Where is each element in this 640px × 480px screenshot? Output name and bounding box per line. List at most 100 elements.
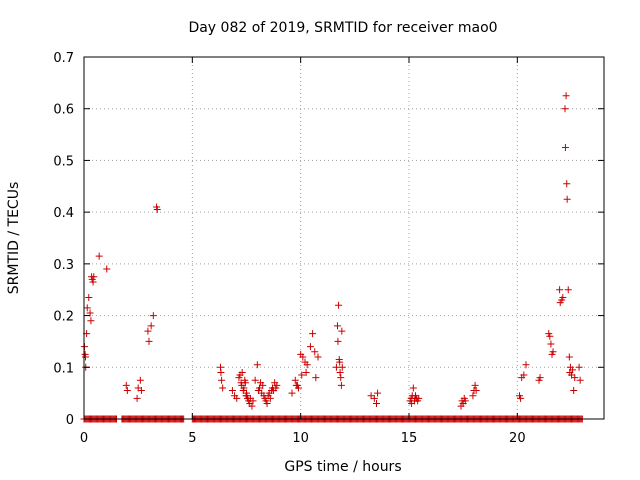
- y-tick-label: 0.7: [53, 51, 74, 66]
- data-point: [241, 379, 249, 387]
- data-point: [133, 394, 141, 402]
- data-point: [217, 368, 225, 376]
- data-point: [370, 394, 378, 402]
- data-point: [332, 363, 340, 371]
- data-point: [233, 394, 241, 402]
- data-point: [147, 322, 155, 330]
- data-point: [248, 402, 256, 410]
- data-point: [103, 265, 111, 273]
- data-point: [83, 304, 91, 312]
- data-point: [563, 180, 571, 188]
- data-point: [563, 195, 571, 203]
- axis-ticks: [83, 56, 604, 420]
- data-point: [303, 361, 311, 369]
- data-point: [522, 361, 530, 369]
- data-point: [218, 376, 226, 384]
- x-tick-label: 0: [80, 431, 88, 446]
- data-point: [145, 337, 153, 345]
- data-point: [309, 330, 317, 338]
- data-point: [82, 353, 90, 361]
- data-point: [299, 353, 307, 361]
- data-point: [259, 381, 267, 389]
- data-point: [251, 376, 259, 384]
- y-tick-label: 0.6: [53, 103, 74, 118]
- data-point: [253, 361, 261, 369]
- data-point: [570, 387, 578, 395]
- data-point: [144, 327, 152, 335]
- data-point: [89, 278, 97, 286]
- data-point: [153, 206, 161, 214]
- data-point: [86, 309, 94, 317]
- data-point: [374, 389, 382, 397]
- data-point: [298, 371, 306, 379]
- data-point: [338, 327, 346, 335]
- data-point: [266, 394, 274, 402]
- data-point: [471, 381, 479, 389]
- data-point: [334, 337, 342, 345]
- data-point: [469, 392, 477, 400]
- data-point: [240, 384, 248, 392]
- data-point: [415, 394, 423, 402]
- data-point: [562, 92, 570, 100]
- data-point: [559, 293, 567, 301]
- y-tick-label: 0.4: [53, 206, 74, 221]
- data-point: [547, 340, 555, 348]
- data-point: [249, 397, 257, 405]
- data-point: [238, 368, 246, 376]
- y-tick-label: 0.5: [53, 154, 74, 169]
- data-point: [575, 363, 583, 371]
- data-point: [561, 105, 569, 113]
- y-tick-label: 0: [66, 413, 74, 428]
- data-point: [334, 322, 341, 330]
- data-point: [263, 399, 271, 407]
- data-point: [409, 384, 417, 392]
- data-point: [536, 374, 544, 382]
- y-tick-label: 0.1: [53, 361, 74, 376]
- data-point: [137, 387, 145, 395]
- data-point: [549, 348, 557, 356]
- data-point: [288, 389, 296, 397]
- data-point: [520, 371, 528, 379]
- data-point: [337, 381, 345, 389]
- grid-lines: [84, 57, 604, 419]
- data-point: [122, 381, 130, 389]
- data-point: [561, 144, 569, 151]
- data-point: [461, 397, 469, 405]
- data-point: [569, 366, 577, 374]
- y-axis-label: SRMTID / TECUs: [6, 182, 22, 295]
- data-point: [90, 273, 98, 281]
- data-point: [337, 374, 345, 382]
- data-point: [95, 252, 103, 260]
- data-point: [576, 376, 584, 384]
- data-point: [136, 376, 144, 384]
- data-point: [373, 399, 380, 407]
- data-point: [314, 353, 322, 361]
- data-point: [517, 394, 525, 402]
- data-point: [546, 332, 554, 340]
- x-axis-label: GPS time / hours: [284, 459, 401, 475]
- data-point: [291, 376, 299, 384]
- data-point: [472, 387, 480, 395]
- y-tick-label: 0.2: [53, 310, 74, 325]
- data-point: [85, 293, 93, 301]
- data-point: [123, 387, 131, 395]
- data-point: [228, 387, 236, 395]
- data-point: [336, 368, 344, 376]
- x-tick-label: 15: [401, 431, 418, 446]
- tick-labels: 0 5 10 15 20 0 0.1 0.2 0.3 0.4 0.5 0.6 0.7: [53, 51, 525, 446]
- plot-frame: [83, 56, 605, 420]
- data-point: [312, 374, 320, 382]
- data-point: [564, 286, 572, 294]
- data-point: [302, 368, 310, 376]
- chart-title: Day 082 of 2019, SRMTID for receiver mao…: [188, 20, 497, 36]
- y-tick-label: 0.3: [53, 258, 74, 273]
- data-point: [149, 312, 157, 320]
- data-point: [565, 353, 573, 361]
- data-point: [273, 381, 281, 389]
- x-tick-label: 20: [509, 431, 526, 446]
- data-point: [219, 384, 227, 392]
- data-point: [335, 301, 343, 309]
- data-point: [571, 374, 579, 382]
- x-tick-label: 5: [188, 431, 196, 446]
